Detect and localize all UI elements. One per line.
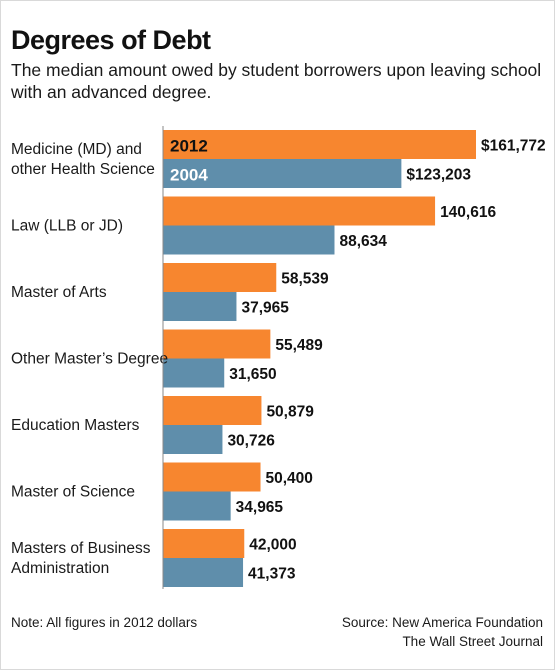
value-label-2012-1: 140,616: [440, 204, 496, 221]
bar-2004-5: [163, 491, 231, 521]
bar-2004-3: [163, 358, 225, 388]
legend-label-2012: 2012: [170, 137, 208, 156]
value-label-2012-0: $161,772: [481, 138, 546, 155]
bar-2012-1: [163, 196, 436, 226]
category-label-1-0: Law (LLB or JD): [11, 218, 123, 235]
chart-subtitle: The median amount owed by student borrow…: [11, 60, 542, 102]
category-label-6-0: Masters of Business: [11, 540, 151, 557]
bar-2012-4: [163, 396, 262, 425]
category-label-2-0: Master of Arts: [11, 284, 107, 301]
legend-label-2004: 2004: [170, 166, 208, 185]
bar-2012-5: [163, 462, 261, 492]
category-label-3-0: Other Master’s Degree: [11, 351, 168, 368]
category-label-5-0: Master of Science: [11, 484, 135, 501]
category-label-4-0: Education Masters: [11, 417, 140, 434]
bar-2012-3: [163, 329, 271, 359]
category-label-6-1: Administration: [11, 560, 109, 577]
value-label-2004-2: 37,965: [241, 300, 289, 317]
chart-title: Degrees of Debt: [11, 25, 211, 55]
bar-2012-6: [163, 529, 245, 558]
value-label-2012-2: 58,539: [281, 271, 329, 288]
value-label-2004-3: 31,650: [229, 366, 276, 383]
bar-2012-0: [163, 130, 476, 159]
bar-2004-2: [163, 292, 237, 321]
category-label-0-0: Medicine (MD) and: [11, 141, 142, 158]
value-label-2004-1: 88,634: [339, 233, 387, 250]
bar-2004-4: [163, 425, 223, 454]
bar-2004-0: [163, 159, 402, 188]
publisher-credit: The Wall Street Journal: [402, 634, 543, 649]
value-label-2004-5: 34,965: [236, 499, 284, 516]
value-label-2012-6: 42,000: [249, 537, 296, 554]
value-label-2012-4: 50,879: [266, 404, 314, 421]
value-label-2004-6: 41,373: [248, 566, 296, 583]
source-credit: Source: New America Foundation: [341, 615, 543, 630]
bar-2012-2: [163, 263, 277, 292]
value-label-2012-3: 55,489: [275, 337, 323, 354]
bar-2004-6: [163, 558, 244, 587]
value-label-2012-5: 50,400: [266, 470, 313, 487]
footnote: Note: All figures in 2012 dollars: [11, 615, 198, 630]
bar-2004-1: [163, 225, 335, 255]
value-label-2004-0: $123,203: [406, 167, 471, 184]
category-label-0-1: other Health Science: [11, 161, 155, 178]
value-label-2004-4: 30,726: [227, 433, 275, 450]
